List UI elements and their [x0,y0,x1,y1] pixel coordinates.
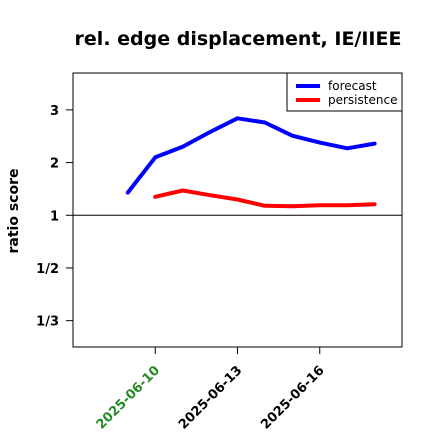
x-tick-label: 2025-06-13 [176,363,245,432]
x-tick-label: 2025-06-10 [94,363,163,432]
x-tick-label: 2025-06-16 [258,363,327,432]
series-line-persistence [153,188,377,209]
chart-title: rel. edge displacement, IE/IIEE [75,28,402,50]
y-tick-label: 1 [50,209,59,224]
y-tick-label: 1/3 [36,315,59,330]
legend-label-forecast: forecast [328,79,377,93]
y-axis-label: ratio score [6,169,22,254]
y-tick-label: 2 [50,157,59,172]
legend-label-persistence: persistence [328,93,397,107]
series-line-forecast [125,116,377,195]
plot-frame [72,72,403,348]
legend-box [286,72,403,112]
y-tick-label: 3 [50,104,59,119]
y-tick-label: 1/2 [36,262,59,277]
